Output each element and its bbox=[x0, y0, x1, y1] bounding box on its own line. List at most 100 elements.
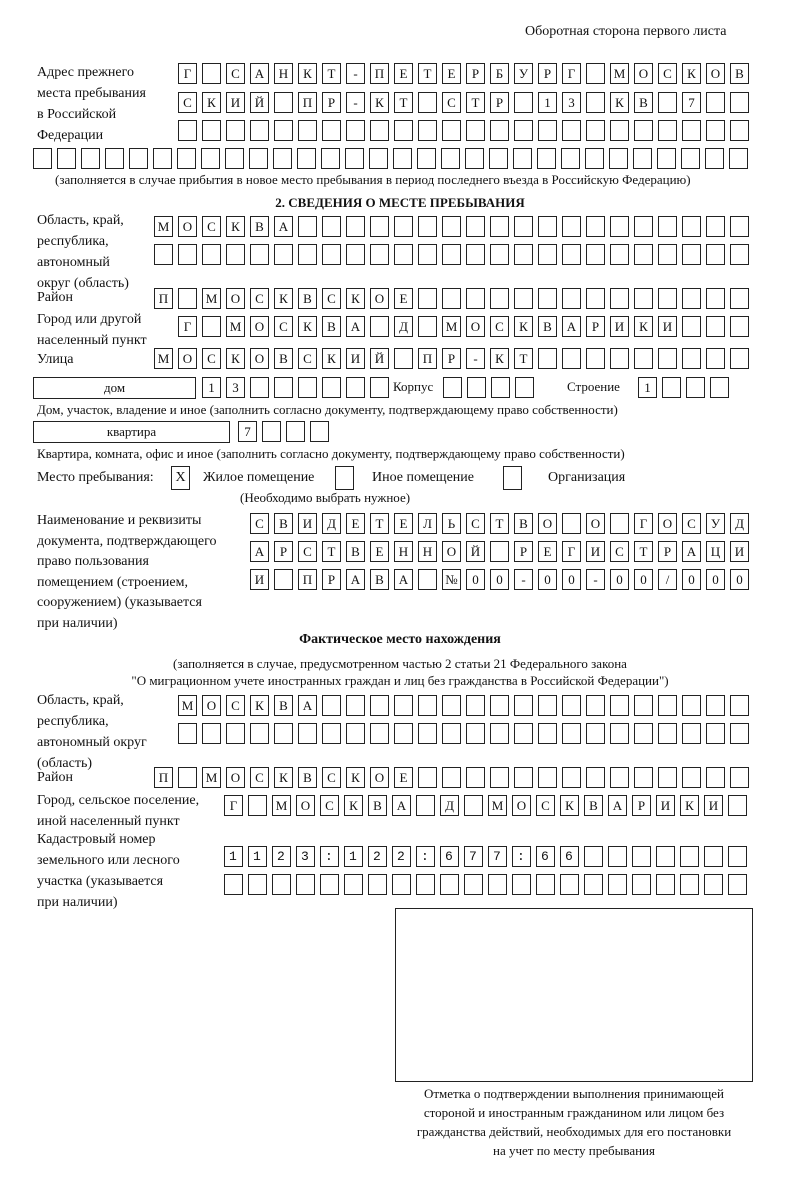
char-cell[interactable] bbox=[202, 120, 221, 141]
char-cell[interactable] bbox=[490, 767, 509, 788]
char-cell[interactable] bbox=[682, 120, 701, 141]
char-cell[interactable] bbox=[729, 148, 748, 169]
char-cell[interactable]: Е bbox=[394, 288, 413, 309]
char-cell[interactable] bbox=[442, 216, 461, 237]
char-cell[interactable] bbox=[658, 216, 677, 237]
char-cell[interactable]: О bbox=[178, 216, 197, 237]
char-cell[interactable] bbox=[322, 695, 341, 716]
char-cell[interactable] bbox=[658, 120, 677, 141]
char-cell[interactable]: М bbox=[154, 216, 173, 237]
char-cell[interactable]: О bbox=[226, 767, 245, 788]
char-cell[interactable]: В bbox=[730, 63, 749, 84]
char-cell[interactable] bbox=[608, 874, 627, 895]
char-cell[interactable]: И bbox=[298, 513, 317, 534]
char-cell[interactable]: 7 bbox=[682, 92, 701, 113]
char-cell[interactable] bbox=[465, 148, 484, 169]
char-cell[interactable]: К bbox=[322, 348, 341, 369]
char-cell[interactable]: С bbox=[658, 63, 677, 84]
char-cell[interactable]: А bbox=[394, 569, 413, 590]
char-cell[interactable] bbox=[418, 767, 437, 788]
char-cell[interactable]: А bbox=[346, 569, 365, 590]
char-cell[interactable] bbox=[440, 874, 459, 895]
char-cell[interactable] bbox=[392, 846, 411, 867]
char-cell[interactable] bbox=[250, 244, 269, 265]
char-cell[interactable] bbox=[466, 288, 485, 309]
char-cell[interactable] bbox=[682, 316, 701, 337]
char-cell[interactable] bbox=[418, 316, 437, 337]
char-cell[interactable]: Е bbox=[394, 513, 413, 534]
char-cell[interactable] bbox=[610, 723, 629, 744]
char-cell[interactable] bbox=[464, 795, 483, 816]
char-cell[interactable]: А bbox=[608, 795, 627, 816]
char-cell[interactable]: П bbox=[298, 569, 317, 590]
char-cell[interactable] bbox=[322, 377, 341, 398]
char-cell[interactable] bbox=[442, 244, 461, 265]
char-cell[interactable]: О bbox=[370, 288, 389, 309]
char-cell[interactable] bbox=[490, 723, 509, 744]
char-cell[interactable]: О bbox=[370, 767, 389, 788]
char-cell[interactable] bbox=[248, 874, 267, 895]
char-cell[interactable]: К bbox=[298, 63, 317, 84]
char-cell[interactable] bbox=[706, 316, 725, 337]
char-cell[interactable] bbox=[728, 846, 747, 867]
char-cell[interactable] bbox=[370, 120, 389, 141]
char-cell[interactable] bbox=[418, 120, 437, 141]
char-cell[interactable] bbox=[562, 288, 581, 309]
char-cell[interactable] bbox=[178, 288, 197, 309]
char-cell[interactable]: 0 bbox=[706, 569, 725, 590]
char-cell[interactable]: А bbox=[562, 316, 581, 337]
char-cell[interactable] bbox=[490, 244, 509, 265]
char-cell[interactable]: С bbox=[466, 513, 485, 534]
char-cell[interactable]: В bbox=[274, 513, 293, 534]
char-cell[interactable] bbox=[272, 846, 291, 867]
house-type-field[interactable]: дом bbox=[33, 377, 196, 399]
char-cell[interactable] bbox=[560, 846, 579, 867]
char-cell[interactable] bbox=[201, 148, 220, 169]
char-cell[interactable]: К bbox=[298, 316, 317, 337]
char-cell[interactable] bbox=[105, 148, 124, 169]
char-cell[interactable] bbox=[490, 120, 509, 141]
apartment-type-field[interactable]: квартира bbox=[33, 421, 230, 443]
char-cell[interactable]: А bbox=[392, 795, 411, 816]
char-cell[interactable] bbox=[634, 695, 653, 716]
char-cell[interactable] bbox=[442, 723, 461, 744]
char-cell[interactable] bbox=[610, 767, 629, 788]
char-cell[interactable]: Б bbox=[490, 63, 509, 84]
char-cell[interactable] bbox=[610, 513, 629, 534]
char-cell[interactable] bbox=[730, 120, 749, 141]
char-cell[interactable]: В bbox=[634, 92, 653, 113]
char-cell[interactable]: В bbox=[274, 348, 293, 369]
char-cell[interactable] bbox=[730, 288, 749, 309]
char-cell[interactable]: М bbox=[488, 795, 507, 816]
char-cell[interactable] bbox=[586, 244, 605, 265]
char-cell[interactable]: 3 bbox=[562, 92, 581, 113]
char-cell[interactable]: 0 bbox=[538, 569, 557, 590]
char-cell[interactable]: С bbox=[322, 288, 341, 309]
char-cell[interactable]: Т bbox=[370, 513, 389, 534]
char-cell[interactable]: Е bbox=[394, 63, 413, 84]
char-cell[interactable] bbox=[633, 148, 652, 169]
char-cell[interactable] bbox=[634, 723, 653, 744]
char-cell[interactable]: В bbox=[274, 695, 293, 716]
char-cell[interactable] bbox=[512, 874, 531, 895]
char-cell[interactable] bbox=[680, 846, 699, 867]
char-cell[interactable] bbox=[706, 120, 725, 141]
char-cell[interactable]: Н bbox=[418, 541, 437, 562]
char-cell[interactable]: В bbox=[298, 767, 317, 788]
char-cell[interactable]: С bbox=[274, 316, 293, 337]
char-cell[interactable] bbox=[467, 377, 486, 398]
char-cell[interactable] bbox=[466, 244, 485, 265]
char-cell[interactable] bbox=[320, 846, 339, 867]
char-cell[interactable] bbox=[656, 874, 675, 895]
char-cell[interactable] bbox=[682, 767, 701, 788]
char-cell[interactable]: К bbox=[344, 795, 363, 816]
char-cell[interactable] bbox=[370, 216, 389, 237]
char-cell[interactable]: / bbox=[658, 569, 677, 590]
char-cell[interactable] bbox=[250, 377, 269, 398]
char-cell[interactable]: В bbox=[368, 795, 387, 816]
char-cell[interactable]: К bbox=[634, 316, 653, 337]
char-cell[interactable]: 1 bbox=[202, 377, 221, 398]
char-cell[interactable]: Г bbox=[178, 63, 197, 84]
char-cell[interactable] bbox=[536, 874, 555, 895]
char-cell[interactable] bbox=[224, 874, 243, 895]
